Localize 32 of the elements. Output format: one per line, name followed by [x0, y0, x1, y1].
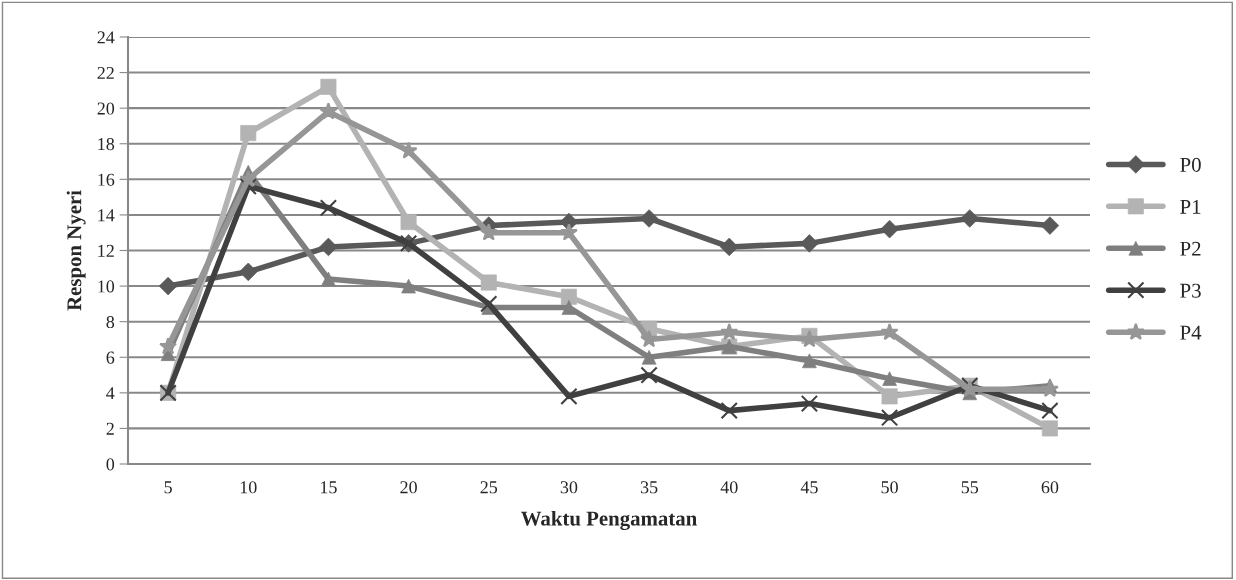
y-axis-title: Respon Nyeri: [66, 190, 86, 311]
y-tick-label: 18: [98, 138, 115, 151]
legend-label: P0: [1180, 157, 1201, 172]
y-tick-label: 24: [97, 31, 115, 44]
y-tick-label: 16: [98, 173, 115, 186]
y-tick-label: 8: [106, 315, 115, 329]
y-tick-label: 6: [106, 351, 115, 364]
x-tick-label: 10: [240, 481, 257, 494]
x-tick-label: 45: [800, 481, 818, 494]
legend-label: P1: [1180, 199, 1201, 214]
x-axis-title: Waktu Pengamatan: [521, 510, 697, 530]
y-tick-label: 4: [106, 387, 115, 400]
x-tick-label: 20: [400, 481, 417, 494]
x-tick-label: 40: [720, 481, 738, 494]
x-tick-label: 30: [560, 481, 578, 494]
x-tick-label: 5: [164, 481, 172, 494]
x-tick-label: 35: [640, 481, 658, 494]
y-tick-label: 10: [98, 280, 115, 293]
y-tick-label: 12: [98, 244, 114, 257]
legend-label: P3: [1180, 283, 1201, 298]
x-tick-label: 55: [961, 481, 979, 494]
y-tick-label: 22: [97, 66, 114, 79]
y-tick-label: 2: [106, 422, 114, 435]
x-tick-label: 25: [480, 481, 498, 494]
y-tick-label: 14: [98, 209, 115, 222]
x-tick-label: 60: [1041, 481, 1059, 494]
legend-label: P2: [1180, 241, 1201, 256]
x-tick-label: 50: [881, 481, 898, 494]
y-tick-label: 0: [106, 458, 115, 471]
legend-label: P4: [1180, 325, 1202, 340]
y-tick-label: 20: [97, 102, 115, 115]
x-tick-label: 15: [320, 481, 337, 494]
